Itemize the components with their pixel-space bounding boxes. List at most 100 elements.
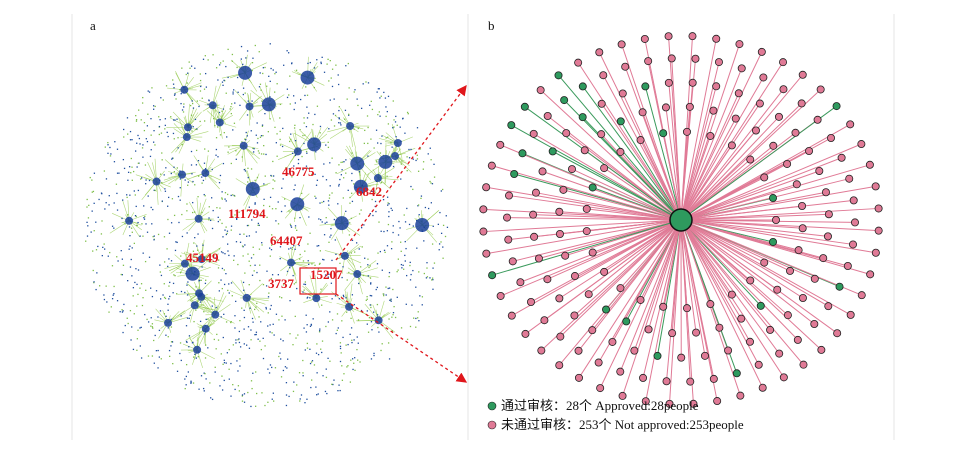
node: [713, 35, 720, 42]
node: [601, 268, 608, 275]
network-node: [330, 60, 331, 61]
network-node: [329, 194, 330, 195]
network-node: [383, 92, 384, 93]
node: [692, 55, 699, 62]
network-node: [259, 265, 260, 266]
network-node: [418, 320, 419, 321]
network-node: [200, 80, 201, 81]
network-node: [269, 324, 270, 325]
network-node: [116, 256, 117, 257]
network-node: [252, 58, 253, 59]
network-node: [221, 197, 222, 198]
network-node: [168, 298, 169, 299]
network-node: [275, 208, 276, 209]
network-node: [236, 241, 237, 242]
node: [642, 83, 649, 90]
network-node: [377, 327, 378, 328]
network-node: [397, 297, 398, 298]
hub-node: [375, 316, 383, 324]
network-node: [111, 306, 112, 307]
panel-label: a: [90, 18, 96, 33]
network-node: [197, 196, 198, 197]
network-node: [354, 370, 355, 371]
node: [601, 164, 608, 171]
network-node: [359, 361, 360, 362]
node: [689, 33, 696, 40]
network-node: [340, 348, 341, 349]
network-node: [331, 158, 332, 159]
network-node: [161, 182, 162, 183]
network-node: [294, 249, 295, 250]
network-node: [167, 304, 168, 305]
network-node: [426, 262, 427, 263]
network-node: [322, 375, 323, 376]
network-node: [428, 208, 429, 209]
network-node: [167, 219, 168, 220]
network-node: [224, 362, 225, 363]
network-node: [214, 125, 215, 126]
network-node: [393, 306, 394, 307]
network-node: [157, 316, 158, 317]
network-node: [160, 271, 161, 272]
network-node: [340, 361, 341, 362]
network-node: [153, 109, 154, 110]
hub-node: [183, 133, 191, 141]
network-node: [326, 377, 327, 378]
network-node: [219, 219, 220, 220]
network-node: [307, 63, 308, 64]
network-node: [387, 111, 388, 112]
network-node: [112, 298, 113, 299]
network-node: [235, 342, 236, 343]
network-node: [189, 335, 190, 336]
network-node: [439, 243, 440, 244]
node: [583, 205, 590, 212]
network-node: [443, 225, 444, 226]
network-node: [401, 264, 402, 265]
network-node: [87, 235, 88, 236]
network-node: [162, 294, 163, 295]
network-node: [289, 267, 290, 268]
network-node: [117, 300, 118, 301]
network-node: [406, 275, 407, 276]
network-node: [95, 289, 96, 290]
network-node: [280, 144, 281, 145]
network-node: [320, 349, 321, 350]
node: [867, 271, 874, 278]
network-node: [222, 81, 223, 82]
node: [521, 103, 528, 110]
network-node: [173, 133, 174, 134]
network-node: [231, 113, 232, 114]
network-node: [157, 350, 158, 351]
network-node: [371, 101, 372, 102]
network-node: [338, 110, 339, 111]
network-node: [276, 133, 277, 134]
network-node: [265, 307, 266, 308]
node: [631, 347, 638, 354]
network-node: [193, 126, 194, 127]
network-node: [330, 99, 331, 100]
network-node: [243, 88, 244, 89]
network-node: [198, 175, 199, 176]
network-node: [270, 118, 271, 119]
network-node: [147, 232, 148, 233]
network-node: [273, 69, 274, 70]
network-node: [314, 364, 315, 365]
hub-node: [294, 147, 302, 155]
hub-node: [415, 218, 429, 232]
network-node: [142, 305, 143, 306]
network-node: [158, 234, 159, 235]
node: [822, 189, 829, 196]
network-node: [182, 109, 183, 110]
network-node: [316, 372, 317, 373]
network-node: [269, 206, 270, 207]
network-node: [113, 293, 114, 294]
network-node: [192, 181, 193, 182]
network-node: [189, 68, 190, 69]
network-node: [321, 63, 322, 64]
network-node: [141, 283, 142, 284]
network-node: [255, 202, 256, 203]
network-node: [251, 168, 252, 169]
network-node: [253, 254, 254, 255]
network-node: [386, 137, 387, 138]
network-node: [141, 177, 142, 178]
